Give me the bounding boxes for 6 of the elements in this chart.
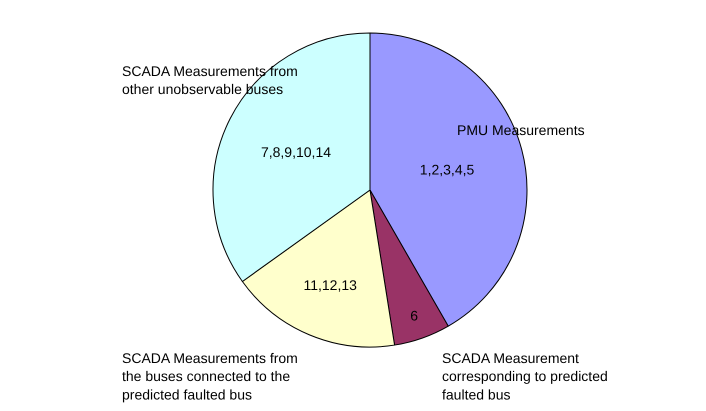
data-label: 7,8,9,10,14 (260, 144, 332, 160)
slice-label: SCADA Measurements from the buses connected to the predicted faulted bus (122, 350, 298, 402)
data-label: 6 (410, 307, 418, 324)
data-label: 11,12,13 (303, 276, 358, 293)
data-label: 1,2,3,4,5 (420, 161, 474, 178)
slice-label: SCADA Measurement corresponding to predicted faulted bus (442, 350, 608, 402)
